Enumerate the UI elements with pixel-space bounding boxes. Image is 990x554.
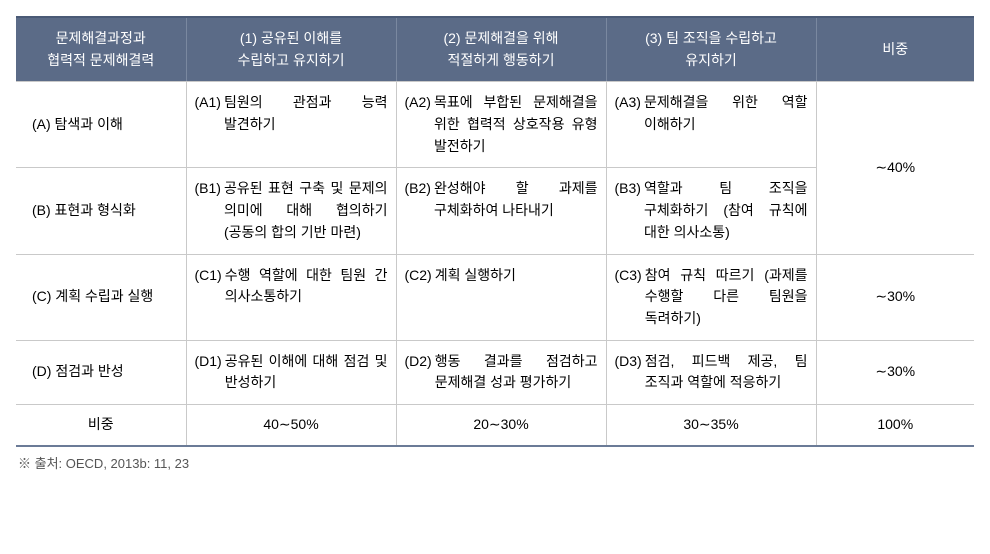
cell-d1: (D1) 공유된 이해에 대해 점검 및 반성하기 — [186, 340, 396, 404]
row-label: (C) 계획 수립과 실행 — [16, 254, 186, 340]
cell-text: 팀원의 관점과 능력 발견하기 — [224, 92, 388, 135]
header-row: 문제해결과정과 협력적 문제해결력 (1) 공유된 이해를 수립하고 유지하기 … — [16, 17, 974, 82]
cell-tag: (C3) — [615, 265, 645, 287]
cell-tag: (D3) — [615, 351, 645, 373]
ratio-d: ∼30% — [816, 340, 974, 404]
weight-label: 비중 — [16, 404, 186, 445]
cell-text: 목표에 부합된 문제해결을 위한 협력적 상호작용 유형 발전하기 — [434, 92, 598, 157]
cell-tag: (A3) — [615, 92, 644, 114]
cell-text: 공유된 표현 구축 및 문제의 의미에 대해 협의하기 (공동의 합의 기반 마… — [224, 178, 388, 243]
cell-text: 공유된 이해에 대해 점검 및 반성하기 — [225, 351, 388, 394]
cell-tag: (D1) — [195, 351, 225, 373]
header-text: 비중 — [882, 41, 908, 57]
cell-text: 점검, 피드백 제공, 팀 조직과 역할에 적응하기 — [645, 351, 808, 394]
header-text: 수립하고 유지하기 — [238, 52, 345, 68]
source-citation: ※ 출처: OECD, 2013b: 11, 23 — [16, 453, 974, 472]
cell-tag: (C1) — [195, 265, 225, 287]
cell-tag: (C2) — [405, 265, 435, 287]
header-text: (2) 문제해결을 위해 — [443, 30, 558, 46]
cell-text: 참여 규칙 따르기 (과제를 수행할 다른 팀원을 독려하기) — [645, 265, 808, 330]
header-text: 문제해결과정과 — [56, 30, 146, 46]
weight-total: 100% — [816, 404, 974, 445]
cell-text: 문제해결을 위한 역할 이해하기 — [644, 92, 808, 135]
weight-1: 40∼50% — [186, 404, 396, 445]
ratio-ab: ∼40% — [816, 82, 974, 254]
cell-tag: (A1) — [195, 92, 224, 114]
cell-tag: (B2) — [405, 178, 434, 200]
ratio-c: ∼30% — [816, 254, 974, 340]
cell-c1: (C1) 수행 역할에 대한 팀원 간 의사소통하기 — [186, 254, 396, 340]
row-label: (D) 점검과 반성 — [16, 340, 186, 404]
table-row: (D) 점검과 반성 (D1) 공유된 이해에 대해 점검 및 반성하기 (D2… — [16, 340, 974, 404]
cell-a2: (A2) 목표에 부합된 문제해결을 위한 협력적 상호작용 유형 발전하기 — [396, 82, 606, 168]
weight-2: 20∼30% — [396, 404, 606, 445]
cell-a3: (A3) 문제해결을 위한 역할 이해하기 — [606, 82, 816, 168]
cell-b2: (B2) 완성해야 할 과제를 구체화하여 나타내기 — [396, 168, 606, 254]
weight-row: 비중 40∼50% 20∼30% 30∼35% 100% — [16, 404, 974, 445]
header-col2: (2) 문제해결을 위해 적절하게 행동하기 — [396, 17, 606, 82]
cell-d2: (D2) 행동 결과를 점검하고 문제해결 성과 평가하기 — [396, 340, 606, 404]
cell-tag: (B1) — [195, 178, 224, 200]
cell-a1: (A1) 팀원의 관점과 능력 발견하기 — [186, 82, 396, 168]
cell-tag: (D2) — [405, 351, 435, 373]
cell-text: 행동 결과를 점검하고 문제해결 성과 평가하기 — [435, 351, 598, 394]
header-col3: (3) 팀 조직을 수립하고 유지하기 — [606, 17, 816, 82]
header-process: 문제해결과정과 협력적 문제해결력 — [16, 17, 186, 82]
table-row: (A) 탐색과 이해 (A1) 팀원의 관점과 능력 발견하기 (A2) 목표에… — [16, 82, 974, 168]
header-weight: 비중 — [816, 17, 974, 82]
table-row: (C) 계획 수립과 실행 (C1) 수행 역할에 대한 팀원 간 의사소통하기… — [16, 254, 974, 340]
header-col1: (1) 공유된 이해를 수립하고 유지하기 — [186, 17, 396, 82]
cell-text: 역할과 팀 조직을 구체화하기 (참여 규칙에 대한 의사소통) — [644, 178, 808, 243]
row-label: (B) 표현과 형식화 — [16, 168, 186, 254]
header-text: (3) 팀 조직을 수립하고 — [645, 30, 777, 46]
cell-b3: (B3) 역할과 팀 조직을 구체화하기 (참여 규칙에 대한 의사소통) — [606, 168, 816, 254]
cell-c3: (C3) 참여 규칙 따르기 (과제를 수행할 다른 팀원을 독려하기) — [606, 254, 816, 340]
cell-d3: (D3) 점검, 피드백 제공, 팀 조직과 역할에 적응하기 — [606, 340, 816, 404]
cell-text: 계획 실행하기 — [435, 265, 598, 287]
matrix-table: 문제해결과정과 협력적 문제해결력 (1) 공유된 이해를 수립하고 유지하기 … — [16, 16, 974, 447]
cell-text: 수행 역할에 대한 팀원 간 의사소통하기 — [225, 265, 388, 308]
header-text: 협력적 문제해결력 — [47, 52, 154, 68]
header-text: 적절하게 행동하기 — [448, 52, 555, 68]
cell-tag: (A2) — [405, 92, 434, 114]
cell-text: 완성해야 할 과제를 구체화하여 나타내기 — [434, 178, 598, 221]
header-text: (1) 공유된 이해를 — [240, 30, 342, 46]
weight-3: 30∼35% — [606, 404, 816, 445]
cell-b1: (B1) 공유된 표현 구축 및 문제의 의미에 대해 협의하기 (공동의 합의… — [186, 168, 396, 254]
header-text: 유지하기 — [685, 52, 737, 68]
row-label: (A) 탐색과 이해 — [16, 82, 186, 168]
cell-c2: (C2) 계획 실행하기 — [396, 254, 606, 340]
cell-tag: (B3) — [615, 178, 644, 200]
